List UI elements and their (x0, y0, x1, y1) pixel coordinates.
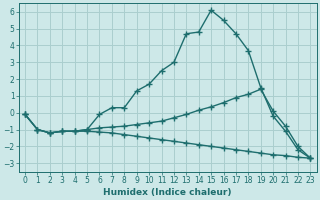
X-axis label: Humidex (Indice chaleur): Humidex (Indice chaleur) (103, 188, 232, 197)
